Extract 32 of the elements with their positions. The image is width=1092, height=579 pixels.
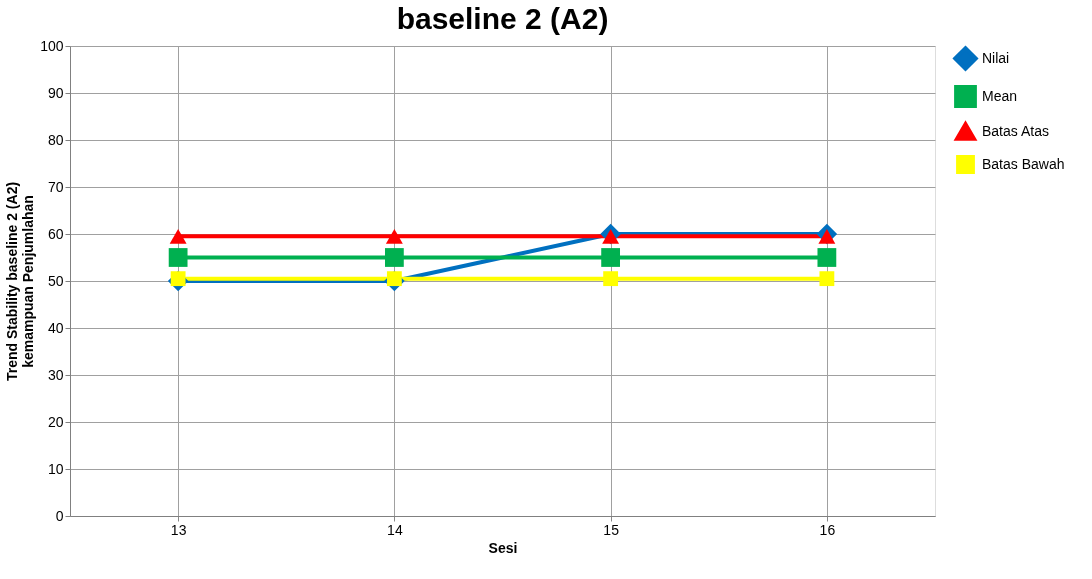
y-tick-label: 90 [47, 84, 64, 101]
x-tick-label: 13 [170, 521, 187, 538]
legend-label: Batas Atas [982, 122, 1049, 139]
legend-label: Nilai [982, 49, 1010, 66]
legend-label: Batas Bawah [982, 155, 1065, 172]
point [384, 248, 404, 267]
y-tick-label: 0 [55, 507, 64, 524]
point [603, 271, 619, 287]
x-tick-label: 16 [819, 521, 836, 538]
point [602, 229, 620, 244]
point [819, 271, 835, 287]
y-tick-label: 70 [47, 178, 64, 195]
y-tick-label: 40 [47, 319, 64, 336]
y-tick-label: 60 [47, 225, 64, 242]
point [168, 248, 188, 267]
x-axis-title: Sesi [488, 539, 518, 556]
point [818, 229, 836, 244]
point [601, 248, 621, 267]
y-tick-label: 50 [47, 272, 64, 289]
point [817, 248, 837, 267]
y-axis-title: Trend Stability baseline 2 (A2) kemampuan Penjumlahan [4, 181, 37, 382]
y-tick-label: 30 [47, 366, 64, 383]
y-tick-label: 100 [40, 37, 64, 54]
x-tick-label: 15 [603, 521, 620, 538]
x-tick-label: 14 [387, 521, 403, 538]
chart-title: baseline 2 (A2) [396, 2, 609, 35]
point [169, 229, 187, 244]
y-tick-label: 80 [47, 131, 64, 148]
y-tick-label: 20 [47, 413, 64, 430]
point [385, 229, 403, 244]
legend-label: Mean [982, 87, 1018, 104]
y-tick-label: 10 [47, 460, 64, 477]
